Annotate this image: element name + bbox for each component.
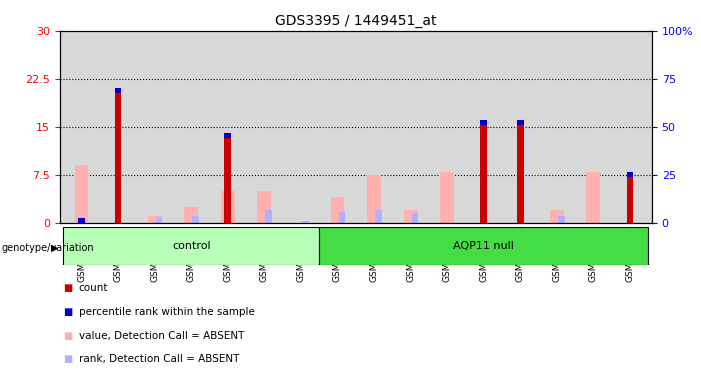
Bar	[257, 191, 271, 223]
Bar	[224, 133, 231, 138]
Bar	[550, 210, 564, 223]
Text: ■: ■	[63, 283, 72, 293]
Bar	[411, 213, 418, 223]
Bar	[192, 216, 199, 223]
Text: ■: ■	[63, 307, 72, 317]
Text: value, Detection Call = ABSENT: value, Detection Call = ABSENT	[79, 331, 244, 341]
Bar	[302, 221, 308, 223]
Bar	[331, 197, 344, 223]
Bar	[375, 210, 382, 223]
Bar	[367, 175, 381, 223]
Bar	[74, 165, 88, 223]
Bar	[627, 172, 633, 177]
Bar	[319, 227, 648, 265]
Bar	[148, 216, 162, 223]
Bar	[339, 212, 345, 223]
Bar	[115, 88, 121, 93]
Text: ■: ■	[63, 354, 72, 364]
Bar	[404, 210, 418, 223]
Bar	[440, 172, 454, 223]
Bar	[79, 218, 85, 223]
Bar	[517, 120, 524, 126]
Bar	[627, 172, 633, 223]
Bar	[587, 172, 600, 223]
Text: rank, Detection Call = ABSENT: rank, Detection Call = ABSENT	[79, 354, 239, 364]
Bar	[221, 191, 235, 223]
Text: percentile rank within the sample: percentile rank within the sample	[79, 307, 254, 317]
Title: GDS3395 / 1449451_at: GDS3395 / 1449451_at	[275, 14, 437, 28]
Bar	[63, 227, 319, 265]
Bar	[115, 88, 121, 223]
Bar	[558, 216, 564, 223]
Bar	[224, 133, 231, 223]
Text: control: control	[172, 241, 210, 251]
Bar	[156, 218, 163, 223]
Bar	[517, 120, 524, 223]
Bar	[480, 120, 487, 126]
Text: AQP11 null: AQP11 null	[454, 241, 514, 251]
Bar	[184, 207, 198, 223]
Text: genotype/variation: genotype/variation	[1, 243, 94, 253]
Text: ■: ■	[63, 331, 72, 341]
Bar	[266, 210, 272, 223]
Text: count: count	[79, 283, 108, 293]
Text: ▶: ▶	[50, 243, 58, 253]
Bar	[480, 120, 487, 223]
